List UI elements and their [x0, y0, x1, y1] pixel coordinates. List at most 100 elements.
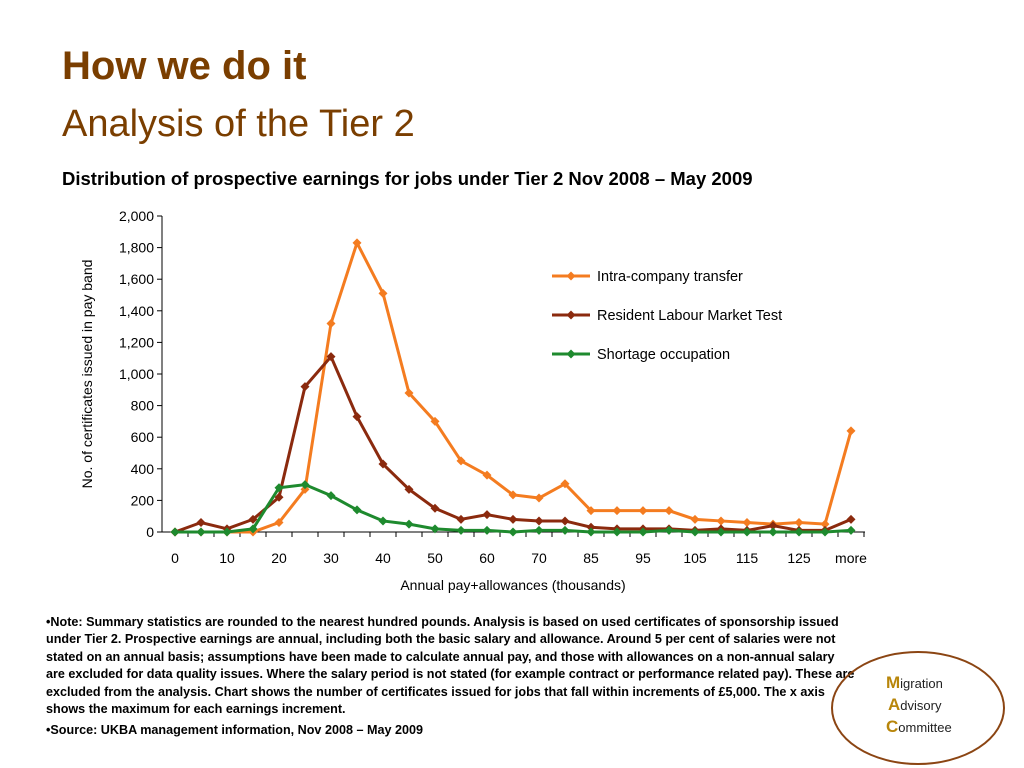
logo-word: igration — [900, 676, 943, 691]
logo-line: Migration — [870, 672, 952, 694]
logo-line: Advisory — [870, 694, 952, 716]
x-tick-label: 0 — [171, 550, 179, 566]
y-tick-label: 800 — [131, 398, 155, 414]
marker — [534, 493, 544, 503]
x-tick-label: 10 — [219, 550, 235, 566]
logo-initial: C — [886, 717, 899, 736]
x-tick-label: 30 — [323, 550, 339, 566]
y-tick-label: 1,200 — [119, 334, 154, 350]
marker — [586, 527, 596, 537]
marker — [196, 518, 206, 528]
x-tick-label: 95 — [635, 550, 651, 566]
marker — [534, 525, 544, 535]
marker — [274, 518, 284, 528]
marker — [248, 514, 258, 524]
marker — [300, 382, 310, 392]
x-tick-label: 115 — [736, 550, 759, 566]
marker — [586, 522, 596, 532]
marker — [560, 516, 570, 526]
y-tick-label: 1,800 — [119, 240, 154, 256]
marker — [638, 527, 648, 537]
marker — [820, 527, 830, 537]
marker — [274, 492, 284, 502]
marker — [456, 514, 466, 524]
y-tick-label: 600 — [131, 429, 155, 445]
marker — [274, 483, 284, 493]
marker — [378, 288, 388, 298]
marker — [352, 238, 362, 248]
marker — [378, 516, 388, 526]
legend-marker — [566, 310, 576, 320]
series-line — [174, 353, 852, 534]
marker — [664, 506, 674, 516]
x-tick-label: 125 — [787, 550, 811, 566]
marker — [794, 527, 804, 537]
x-tick-label: 105 — [683, 550, 707, 566]
marker — [690, 527, 700, 537]
marker — [404, 519, 414, 529]
y-tick-label: 1,400 — [119, 303, 154, 319]
marker — [430, 524, 440, 534]
marker — [820, 519, 830, 529]
legend-label: Intra-company transfer — [597, 269, 743, 285]
marker — [716, 527, 726, 537]
marker — [716, 516, 726, 526]
marker — [508, 490, 518, 500]
x-tick-label: 85 — [583, 550, 599, 566]
x-tick-label: 50 — [427, 550, 443, 566]
source: •Source: UKBA management information, No… — [46, 723, 423, 738]
y-tick-label: 0 — [146, 524, 154, 540]
marker — [482, 525, 492, 535]
marker — [690, 514, 700, 524]
marker — [352, 412, 362, 422]
marker — [196, 527, 206, 537]
marker — [846, 426, 856, 436]
x-tick-label: 60 — [479, 550, 495, 566]
y-tick-label: 1,600 — [119, 271, 154, 287]
marker — [300, 480, 310, 490]
marker — [248, 524, 258, 534]
y-tick-label: 1,000 — [119, 366, 154, 382]
logo-initial: A — [888, 695, 901, 714]
legend-label: Resident Labour Market Test — [597, 308, 782, 324]
marker — [456, 456, 466, 466]
marker — [326, 352, 336, 362]
logo-initial: M — [886, 673, 901, 692]
marker — [560, 525, 570, 535]
marker — [378, 459, 388, 469]
marker — [170, 527, 180, 537]
logo-word: ommittee — [898, 720, 952, 735]
marker — [768, 527, 778, 537]
marker — [404, 484, 414, 494]
x-tick-label: 20 — [271, 550, 287, 566]
marker — [508, 514, 518, 524]
marker — [846, 514, 856, 524]
marker — [586, 506, 596, 516]
marker — [846, 525, 856, 535]
marker — [222, 527, 232, 537]
marker — [482, 470, 492, 480]
marker — [456, 525, 466, 535]
marker — [612, 527, 622, 537]
legend-marker — [566, 349, 576, 359]
logo-line: Committee — [870, 716, 952, 738]
y-tick-label: 200 — [131, 492, 155, 508]
marker — [404, 388, 414, 398]
marker — [430, 416, 440, 426]
marker — [508, 527, 518, 537]
legend-marker — [566, 271, 576, 281]
slide-title: How we do it — [62, 44, 307, 88]
x-tick-label: 70 — [531, 550, 547, 566]
marker — [430, 503, 440, 513]
x-tick-label: more — [835, 550, 867, 566]
marker — [560, 479, 570, 489]
marker — [612, 506, 622, 516]
chart: No. of certificates issued in pay band A… — [79, 208, 867, 593]
logo-word: dvisory — [900, 698, 942, 713]
y-tick-label: 400 — [131, 461, 155, 477]
x-axis-label: Annual pay+allowances (thousands) — [400, 577, 625, 593]
slide-subtitle: Analysis of the Tier 2 — [62, 103, 415, 145]
y-tick-label: 2,000 — [119, 208, 154, 224]
note: •Note: Summary statistics are rounded to… — [46, 615, 855, 717]
marker — [482, 510, 492, 520]
